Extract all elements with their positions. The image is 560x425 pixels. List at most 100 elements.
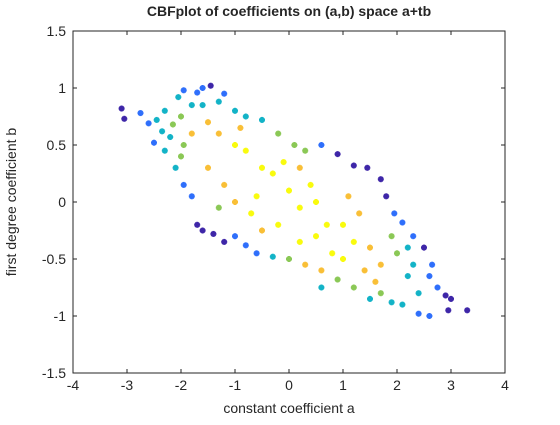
data-point bbox=[167, 134, 174, 141]
data-point bbox=[464, 307, 471, 314]
data-point bbox=[415, 310, 422, 317]
data-point bbox=[242, 147, 249, 154]
data-point bbox=[232, 233, 238, 240]
y-tick-label: 0 bbox=[58, 194, 66, 210]
data-point bbox=[121, 115, 128, 122]
data-point bbox=[410, 261, 417, 268]
x-tick-label: -3 bbox=[121, 377, 134, 393]
data-point bbox=[242, 242, 249, 249]
data-point bbox=[286, 187, 292, 194]
data-point bbox=[334, 151, 341, 158]
data-point bbox=[421, 244, 427, 251]
data-point bbox=[307, 181, 314, 188]
data-point bbox=[275, 130, 282, 137]
data-point bbox=[296, 204, 303, 211]
y-tick-label: -1 bbox=[54, 308, 67, 324]
y-tick-label: 1 bbox=[58, 80, 66, 96]
data-point bbox=[388, 299, 395, 306]
data-point bbox=[221, 238, 228, 245]
data-point bbox=[248, 210, 255, 217]
data-point bbox=[410, 233, 417, 240]
data-point bbox=[318, 267, 325, 274]
data-point bbox=[205, 164, 211, 171]
data-point bbox=[302, 261, 309, 268]
data-point bbox=[169, 121, 176, 128]
data-point bbox=[259, 164, 265, 171]
plot-area bbox=[73, 31, 505, 373]
data-point bbox=[180, 181, 187, 188]
data-point bbox=[367, 244, 373, 251]
data-point bbox=[269, 253, 276, 260]
data-point bbox=[296, 238, 303, 245]
data-point bbox=[313, 233, 319, 240]
data-point bbox=[350, 162, 357, 169]
data-point bbox=[151, 139, 157, 146]
data-point bbox=[253, 193, 260, 200]
data-point bbox=[377, 261, 384, 268]
point-layer bbox=[118, 82, 471, 319]
data-point bbox=[232, 199, 238, 205]
data-point bbox=[318, 284, 325, 291]
data-point bbox=[429, 261, 436, 268]
data-point bbox=[194, 89, 201, 96]
data-point bbox=[426, 313, 433, 319]
data-point bbox=[377, 290, 384, 297]
data-point bbox=[323, 221, 330, 228]
data-point bbox=[242, 113, 249, 120]
data-point bbox=[399, 301, 406, 308]
data-point bbox=[296, 164, 303, 171]
data-point bbox=[215, 98, 222, 105]
x-tick-label: 1 bbox=[339, 377, 347, 393]
data-point bbox=[269, 170, 276, 177]
data-point bbox=[345, 193, 352, 200]
data-point bbox=[445, 307, 452, 314]
data-point bbox=[210, 230, 217, 237]
data-point bbox=[178, 113, 184, 120]
data-point bbox=[237, 124, 244, 131]
data-point bbox=[399, 219, 406, 226]
data-point bbox=[356, 210, 363, 217]
data-point bbox=[188, 130, 195, 137]
x-axis-label: constant coefficient a bbox=[223, 400, 354, 416]
data-point bbox=[172, 164, 179, 171]
data-point bbox=[367, 295, 373, 302]
data-point bbox=[161, 107, 168, 114]
data-point bbox=[383, 193, 390, 200]
data-point bbox=[215, 130, 222, 137]
data-point bbox=[391, 210, 398, 217]
data-point bbox=[194, 221, 201, 228]
data-point bbox=[434, 284, 441, 291]
data-point bbox=[350, 238, 357, 245]
data-point bbox=[180, 87, 187, 94]
y-tick-label: 1.5 bbox=[47, 23, 67, 39]
data-point bbox=[159, 128, 166, 135]
data-point bbox=[442, 292, 449, 299]
data-point bbox=[318, 142, 325, 148]
data-point bbox=[232, 107, 238, 114]
axes-box bbox=[72, 30, 506, 374]
data-point bbox=[199, 85, 206, 91]
data-point bbox=[404, 273, 411, 280]
x-tick-label: 0 bbox=[285, 377, 293, 393]
data-point bbox=[361, 267, 368, 274]
data-point bbox=[334, 276, 341, 283]
data-point bbox=[137, 110, 144, 117]
data-point bbox=[221, 90, 228, 97]
y-tick-label: -0.5 bbox=[42, 251, 66, 267]
data-point bbox=[426, 273, 433, 280]
data-point bbox=[340, 221, 346, 228]
data-point bbox=[364, 164, 371, 171]
data-point bbox=[145, 120, 152, 127]
data-point bbox=[313, 199, 319, 205]
x-tick-label: 2 bbox=[393, 377, 401, 393]
y-axis-label: first degree coefficient b bbox=[3, 128, 19, 277]
data-point bbox=[350, 284, 357, 291]
y-tick-label: -1.5 bbox=[42, 365, 66, 381]
chart-title: CBFplot of coefficients on (a,b) space a… bbox=[147, 3, 431, 19]
data-point bbox=[329, 250, 336, 257]
data-point bbox=[199, 102, 206, 109]
x-tick-label: -1 bbox=[229, 377, 242, 393]
data-point bbox=[259, 116, 265, 123]
